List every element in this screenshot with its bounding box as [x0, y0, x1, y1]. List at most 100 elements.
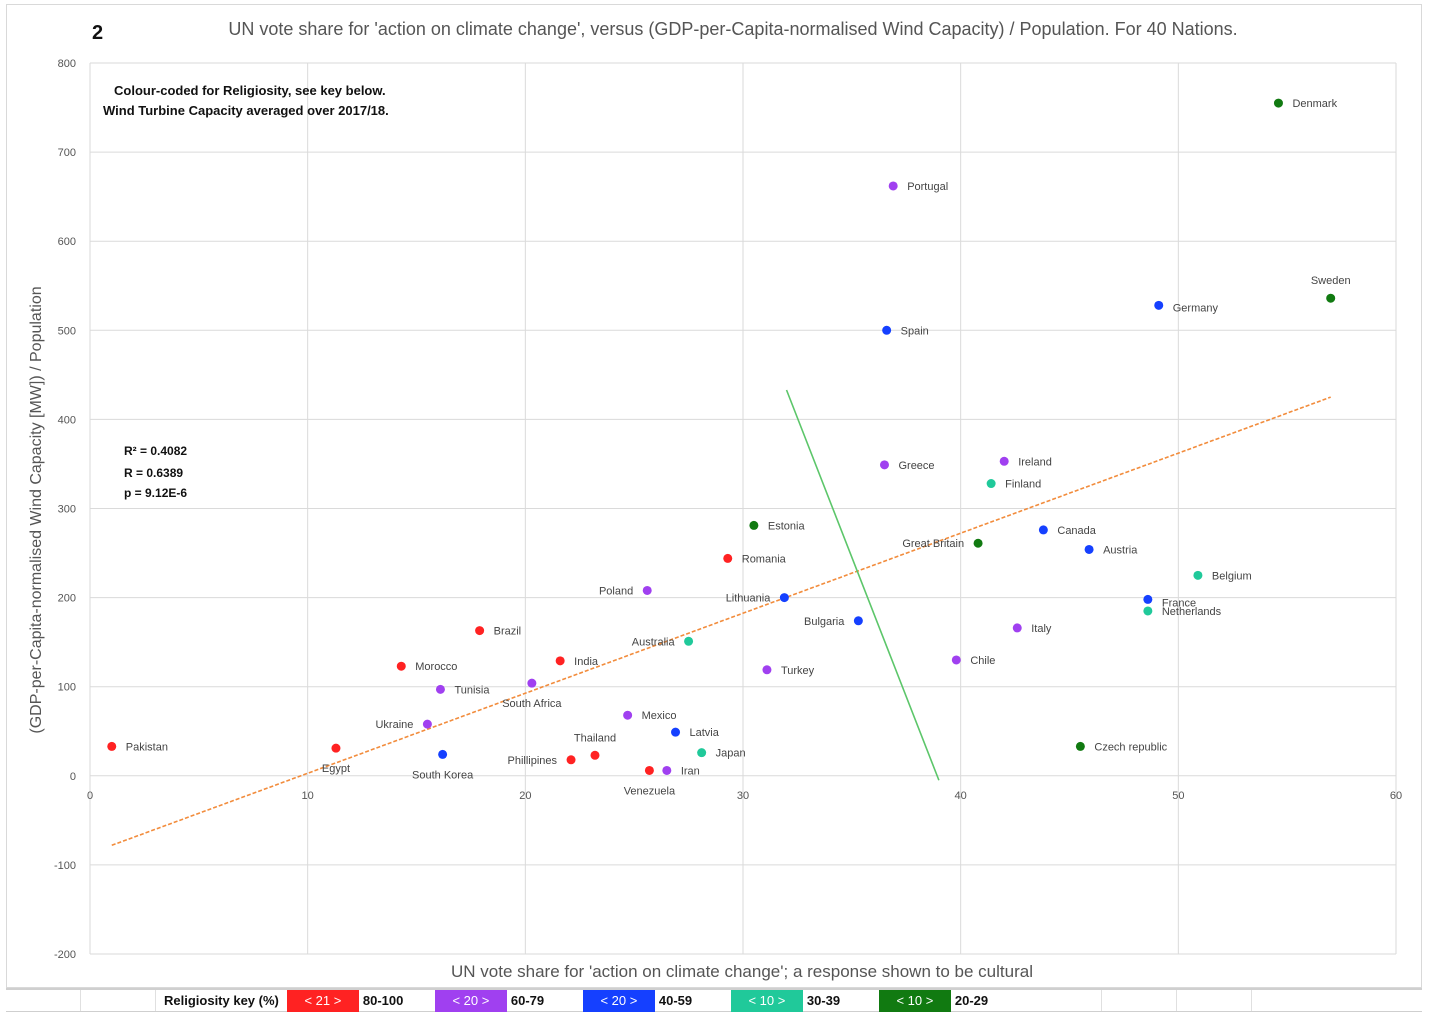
point-estonia [749, 520, 759, 530]
key-spacer-cell [1177, 990, 1252, 1011]
point-label-south-korea: South Korea [412, 769, 474, 781]
religiosity-key: Religiosity key (%) < 21 > 80-100 < 20 >… [6, 988, 1422, 1012]
key-spacer-cell [1027, 990, 1102, 1011]
y-tick-label: 500 [58, 325, 76, 337]
point-label-tunisia: Tunisia [454, 684, 490, 696]
point-label-spain: Spain [901, 325, 929, 337]
y-axis-label: (GDP-per-Capita-normalised Wind Capacity… [28, 286, 45, 733]
y-tick-label: 0 [70, 771, 76, 783]
point-india [555, 656, 565, 666]
point-label-austria: Austria [1103, 544, 1138, 556]
x-tick-label: 10 [302, 790, 314, 802]
key-range-60-79: 60-79 [510, 993, 545, 1008]
y-tick-label: 200 [58, 593, 76, 605]
point-label-belgium: Belgium [1212, 570, 1252, 582]
point-label-thailand: Thailand [574, 732, 616, 744]
point-ireland [999, 456, 1009, 466]
y-tick-label: -200 [54, 949, 76, 961]
data-points [107, 98, 1336, 775]
point-latvia [671, 727, 681, 737]
point-label-czech-republic: Czech republic [1094, 741, 1167, 753]
scatter-chart: 2 UN vote share for 'action on climate c… [28, 19, 1402, 981]
y-tick-label: -100 [54, 860, 76, 872]
x-tick-label: 30 [737, 790, 749, 802]
key-spacer-cell [1102, 990, 1177, 1011]
point-label-bulgaria: Bulgaria [804, 616, 845, 628]
point-morocco [396, 661, 406, 671]
y-tick-label: 300 [58, 504, 76, 516]
x-tick-label: 0 [87, 790, 93, 802]
point-label-italy: Italy [1031, 623, 1052, 635]
point-great-britain [973, 538, 983, 548]
point-label-poland: Poland [599, 585, 633, 597]
y-tick-label: 800 [58, 58, 76, 70]
x-axis-ticks: 0 10 20 30 40 50 60 [87, 790, 1402, 802]
point-label-great-britain: Great Britain [902, 538, 964, 550]
point-finland [986, 479, 996, 489]
point-spain [882, 325, 892, 335]
point-france [1143, 594, 1153, 604]
point-mexico [623, 710, 633, 720]
point-belgium [1193, 570, 1203, 580]
figure-number: 2 [92, 22, 103, 44]
point-thailand [590, 750, 600, 760]
key-title: Religiosity key (%) [164, 993, 279, 1008]
chart-title: UN vote share for 'action on climate cha… [228, 19, 1237, 39]
point-label-japan: Japan [716, 748, 746, 760]
key-range-30-39: 30-39 [806, 993, 841, 1008]
key-range-80-100: 80-100 [362, 993, 404, 1008]
point-south-africa [527, 678, 537, 688]
point-label-venezuela: Venezuela [624, 785, 676, 797]
point-label-ukraine: Ukraine [375, 719, 413, 731]
point-ukraine [422, 719, 432, 729]
point-czech-republic [1075, 741, 1085, 751]
point-label-france: France [1162, 597, 1196, 609]
x-tick-label: 40 [955, 790, 967, 802]
point-poland [642, 585, 652, 595]
chart-frame [6, 4, 1422, 988]
key-swatch-60-79: < 20 > [434, 989, 507, 1012]
key-swatch-20-29: < 10 > [878, 989, 951, 1012]
point-labels: Pakistan Egypt Morocco Brazil India Phillipin… [126, 98, 1351, 797]
point-germany [1154, 300, 1164, 310]
point-italy [1012, 623, 1022, 633]
fit-lines [111, 389, 1331, 847]
note-line-1: Colour-coded for Religiosity, see key be… [114, 83, 386, 98]
point-label-portugal: Portugal [907, 181, 948, 193]
stat-p: p = 9.12E-6 [124, 486, 187, 500]
point-japan [697, 748, 707, 758]
x-tick-label: 60 [1390, 790, 1402, 802]
point-venezuela [644, 765, 654, 775]
point-label-latvia: Latvia [690, 727, 720, 739]
point-lithuania [779, 593, 789, 603]
point-phillipines [566, 755, 576, 765]
y-tick-label: 400 [58, 414, 76, 426]
key-swatch-80-100: < 21 > [286, 989, 359, 1012]
point-label-brazil: Brazil [494, 626, 522, 638]
y-tick-label: 700 [58, 147, 76, 159]
point-sweden [1326, 293, 1336, 303]
point-south-korea [438, 749, 448, 759]
key-spacer-cell [81, 990, 156, 1011]
point-label-greece: Greece [898, 460, 934, 472]
point-egypt [331, 743, 341, 753]
key-swatch-40-59: < 20 > [582, 989, 655, 1012]
point-greece [879, 460, 889, 470]
point-label-netherlands: Netherlands [1162, 606, 1222, 618]
grid-lines [89, 62, 1397, 955]
point-pakistan [107, 741, 117, 751]
point-label-lithuania: Lithuania [726, 593, 772, 605]
point-label-sweden: Sweden [1311, 275, 1351, 287]
point-label-romania: Romania [742, 553, 787, 565]
x-axis-label: UN vote share for 'action on climate cha… [451, 962, 1033, 981]
point-australia [684, 636, 694, 646]
point-label-mexico: Mexico [642, 710, 677, 722]
key-swatch-30-39: < 10 > [730, 989, 803, 1012]
note-line-2: Wind Turbine Capacity averaged over 2017… [103, 103, 389, 118]
point-bulgaria [853, 616, 863, 626]
point-label-india: India [574, 656, 599, 668]
point-label-iran: Iran [681, 765, 700, 777]
point-chile [951, 655, 961, 665]
point-label-turkey: Turkey [781, 665, 815, 677]
point-label-canada: Canada [1057, 525, 1096, 537]
